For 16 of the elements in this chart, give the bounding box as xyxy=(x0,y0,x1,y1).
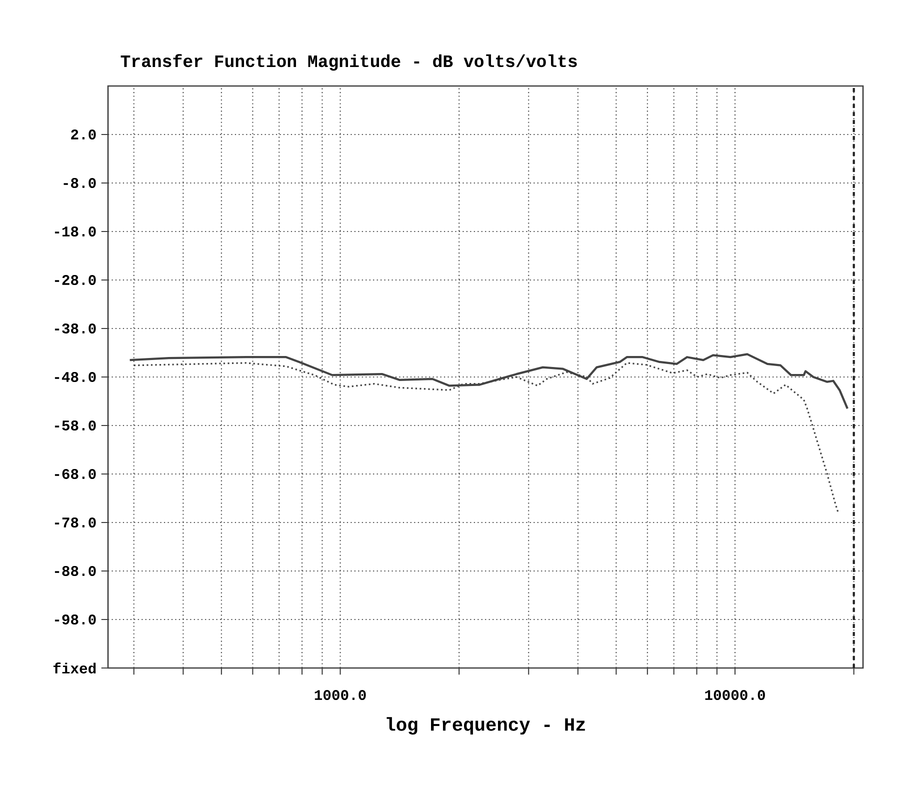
x-axis-title: log Frequency - Hz xyxy=(386,717,585,735)
x-tick-label: 1000.0 xyxy=(314,690,366,700)
y-tick-label: -88.0 xyxy=(54,566,96,576)
y-tick-label: -8.0 xyxy=(64,178,96,188)
y-tick-label: -78.0 xyxy=(54,518,96,528)
y-tick-label: -48.0 xyxy=(54,372,96,382)
y-tick-label: -98.0 xyxy=(54,614,96,624)
y-tick-label: -38.0 xyxy=(54,324,96,334)
y-tick-label: fixed xyxy=(53,662,96,674)
y-tick-label: -28.0 xyxy=(54,275,96,285)
y-tick-label: 2.0 xyxy=(71,130,96,140)
y-tick-label: -58.0 xyxy=(54,420,96,430)
x-tick-label: 10000.0 xyxy=(705,690,765,700)
chart-title: Transfer Function Magnitude - dB volts/volts xyxy=(120,54,577,71)
y-tick-label: -18.0 xyxy=(54,226,96,236)
y-tick-label: -68.0 xyxy=(54,469,96,479)
